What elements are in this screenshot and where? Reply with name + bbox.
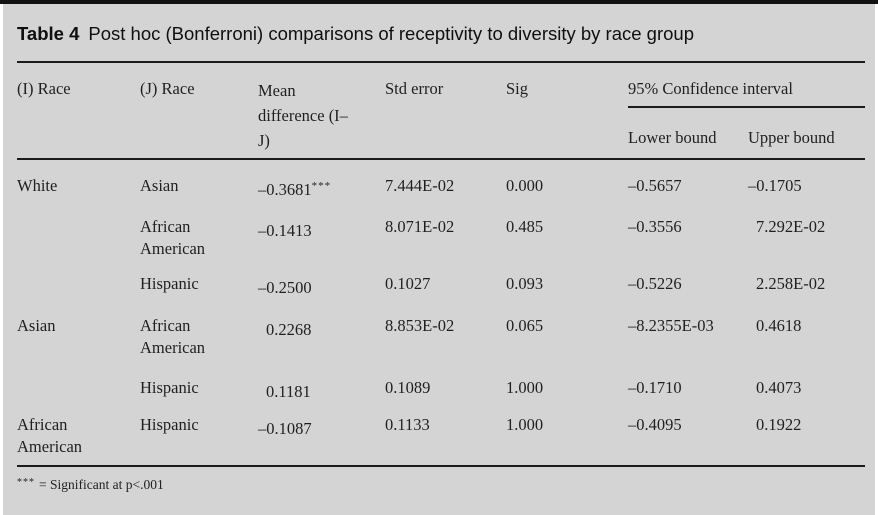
cell-mean-difference: 0.2268 xyxy=(266,320,312,339)
cell-mean-difference: 0.1181 xyxy=(266,382,311,401)
caption-divider xyxy=(17,61,865,63)
cell-j-race: Asian xyxy=(140,176,179,195)
table-body: White Asian –0.3681*** 7.444E-02 0.000 –… xyxy=(17,160,865,458)
table-number: Table 4 xyxy=(17,23,80,44)
header-divider xyxy=(17,158,865,160)
table-caption: Table 4 Post hoc (Bonferroni) comparisons… xyxy=(17,23,857,45)
cell-mean-difference: –0.3681*** xyxy=(258,180,332,199)
cell-std-error: 8.071E-02 xyxy=(385,217,455,236)
cell-upper-bound: 7.292E-02 xyxy=(756,217,826,236)
header-confidence-interval: 95% Confidence interval xyxy=(628,79,793,98)
cell-std-error: 0.1027 xyxy=(385,274,431,293)
cell-lower-bound: –0.1710 xyxy=(628,378,682,397)
header-mean-difference: Mean difference (I–J) xyxy=(258,81,348,150)
significance-stars: *** xyxy=(311,180,332,192)
confidence-interval-divider xyxy=(628,106,865,108)
cell-j-race: Hispanic xyxy=(140,378,199,397)
cell-mean-difference: –0.1087 xyxy=(258,419,312,438)
table-row: African American –0.1413 8.071E-02 0.485… xyxy=(17,201,865,260)
cell-lower-bound: –0.3556 xyxy=(628,217,682,236)
table-row: African American Hispanic –0.1087 0.1133… xyxy=(17,403,865,458)
cell-std-error: 7.444E-02 xyxy=(385,176,455,195)
cell-mean-difference: –0.1413 xyxy=(258,221,312,240)
header-upper-bound: Upper bound xyxy=(748,127,835,147)
cell-lower-bound: –0.4095 xyxy=(628,415,682,434)
footnote-stars: *** xyxy=(17,477,35,488)
cell-j-race: African American xyxy=(140,217,206,258)
footnote-text: = Significant at p<.001 xyxy=(39,477,164,492)
cell-sig: 0.065 xyxy=(506,316,544,335)
table-footnote: *** = Significant at p<.001 xyxy=(17,477,164,493)
table-title-text: Post hoc (Bonferroni) comparisons of rec… xyxy=(88,23,694,44)
cell-i-race: African American xyxy=(17,415,83,456)
cell-mean-difference: –0.2500 xyxy=(258,278,312,297)
cell-upper-bound: 2.258E-02 xyxy=(756,274,826,293)
table-row: Hispanic 0.1181 0.1089 1.000 –0.1710 0.4… xyxy=(17,359,865,403)
table-row: White Asian –0.3681*** 7.444E-02 0.000 –… xyxy=(17,160,865,201)
cell-sig: 1.000 xyxy=(506,378,544,397)
table-header: (I) Race (J) Race Mean difference (I–J) … xyxy=(17,78,865,153)
footer-divider xyxy=(17,465,865,467)
header-std-error: Std error xyxy=(385,79,444,98)
table-row: Hispanic –0.2500 0.1027 0.093 –0.5226 2.… xyxy=(17,260,865,299)
header-j-race: (J) Race xyxy=(140,79,195,98)
cell-std-error: 0.1133 xyxy=(385,415,430,434)
table-row: Asian African American 0.2268 8.853E-02 … xyxy=(17,299,865,359)
cell-std-error: 0.1089 xyxy=(385,378,431,397)
cell-lower-bound: –8.2355E-03 xyxy=(628,316,714,335)
header-i-race: (I) Race xyxy=(17,79,71,98)
cell-upper-bound: –0.1705 xyxy=(748,176,802,195)
cell-lower-bound: –0.5657 xyxy=(628,176,682,195)
cell-j-race: Hispanic xyxy=(140,274,199,293)
cell-j-race: Hispanic xyxy=(140,415,199,434)
cell-i-race: Asian xyxy=(17,316,56,335)
header-confidence-interval-group: 95% Confidence interval Lower bound Uppe… xyxy=(628,78,865,148)
cell-upper-bound: 0.1922 xyxy=(756,415,802,434)
cell-j-race: African American xyxy=(140,316,206,357)
cell-i-race: White xyxy=(17,176,58,195)
cell-sig: 0.000 xyxy=(506,176,544,195)
top-border-bar xyxy=(0,0,878,4)
cell-sig: 0.485 xyxy=(506,217,544,236)
cell-sig: 0.093 xyxy=(506,274,544,293)
header-lower-bound: Lower bound xyxy=(628,127,717,147)
table-background-panel xyxy=(3,0,875,515)
cell-sig: 1.000 xyxy=(506,415,544,434)
cell-upper-bound: 0.4073 xyxy=(756,378,802,397)
cell-lower-bound: –0.5226 xyxy=(628,274,682,293)
header-sig: Sig xyxy=(506,79,529,98)
cell-upper-bound: 0.4618 xyxy=(756,316,802,335)
cell-std-error: 8.853E-02 xyxy=(385,316,455,335)
